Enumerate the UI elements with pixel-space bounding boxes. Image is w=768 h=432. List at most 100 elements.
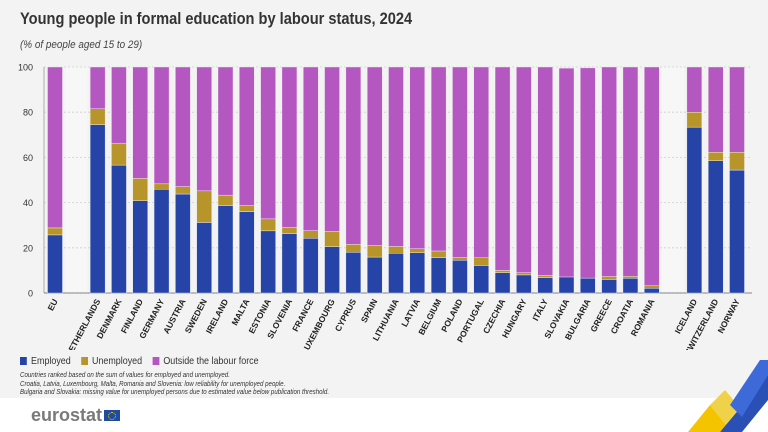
bar-employed: [409, 252, 426, 294]
bar-employed: [580, 277, 596, 294]
bar-outside: [366, 66, 383, 246]
y-tick-label: 80: [23, 108, 33, 118]
footnote: Croatia, Latvia, Luxembourg, Malta, Roma…: [20, 378, 286, 388]
y-tick-label: 40: [23, 198, 33, 208]
bar-unemployed: [473, 257, 489, 266]
bar-employed: [729, 169, 745, 294]
x-tick-label: ITALY: [530, 297, 550, 322]
bar-employed: [89, 124, 106, 294]
bar-outside: [388, 66, 404, 247]
legend-label: Outside the labour force: [163, 355, 259, 367]
x-tick-label: MALTA: [229, 297, 251, 327]
bar-outside: [239, 66, 255, 206]
bar-unemployed: [494, 270, 511, 273]
bar-outside: [175, 66, 191, 187]
chart-title: Young people in formal education by labo…: [20, 9, 413, 28]
bar-employed: [153, 189, 170, 294]
bar-outside: [729, 66, 745, 153]
bar-unemployed: [111, 142, 127, 166]
bar-outside: [537, 66, 553, 276]
legend-label: Unemployed: [91, 355, 143, 367]
bar-outside: [132, 66, 148, 179]
legend: Employed Unemployed Outside the labour f…: [20, 355, 259, 367]
bar-outside: [686, 66, 703, 113]
x-tick-label: SPAIN: [359, 297, 380, 324]
legend-label: Employed: [31, 355, 71, 367]
group-separator: [65, 67, 88, 293]
bar-unemployed: [729, 152, 745, 171]
bar-unemployed: [601, 276, 617, 280]
bar-outside: [281, 66, 298, 228]
bar-employed: [558, 276, 575, 294]
logo-text: eurostat: [31, 405, 103, 425]
bar-unemployed: [345, 244, 362, 253]
y-tick-label: 20: [23, 243, 33, 253]
bar-employed: [260, 230, 276, 294]
unemployed-swatch: [80, 357, 88, 365]
bar-outside: [217, 66, 234, 196]
chart-panel: [0, 0, 768, 398]
bar-unemployed: [239, 205, 255, 212]
bar-employed: [239, 211, 255, 294]
bar-employed: [473, 265, 489, 294]
bar-unemployed: [622, 276, 639, 279]
bar-unemployed: [644, 285, 660, 289]
bar-unemployed: [324, 231, 340, 247]
bar-outside: [601, 66, 617, 277]
employed-swatch: [20, 357, 27, 365]
footnote: Bulgaria and Slovakia: missing value for…: [20, 387, 330, 396]
bar-unemployed: [686, 111, 703, 128]
bar-employed: [452, 260, 468, 294]
bar-outside: [494, 66, 511, 271]
footnote: Countries ranked based on the sum of val…: [20, 370, 230, 379]
bar-unemployed: [707, 152, 724, 161]
y-tick-label: 100: [18, 63, 33, 73]
bar-employed: [707, 160, 724, 294]
bar-employed: [345, 252, 362, 294]
bar-unemployed: [388, 246, 404, 254]
bar-outside: [196, 66, 212, 192]
bar-employed: [175, 193, 191, 294]
bar-outside: [260, 66, 276, 220]
decorative-chevrons: [688, 360, 768, 432]
bar-unemployed: [281, 227, 298, 234]
chart-subtitle: (% of people aged 15 to 29): [20, 39, 143, 51]
bar-employed: [366, 256, 383, 294]
bar-employed: [132, 200, 148, 294]
bar-outside: [324, 66, 340, 232]
eu-flag-icon: [104, 410, 121, 421]
bar-unemployed: [260, 218, 276, 232]
bar-outside: [452, 66, 468, 258]
bar-unemployed: [430, 250, 447, 258]
legend-outside: Outside the labour force: [152, 355, 259, 367]
bar-employed: [537, 277, 553, 294]
bar-unemployed: [366, 245, 383, 258]
legend-unemployed: Unemployed: [80, 355, 143, 367]
bar-employed: [281, 233, 298, 294]
bar-employed: [217, 205, 234, 294]
bar-outside: [89, 66, 106, 110]
bar-unemployed: [89, 108, 106, 125]
bar-unemployed: [217, 194, 234, 206]
x-tick-label: EU: [45, 297, 59, 312]
bar-employed: [196, 222, 212, 294]
bar-outside: [644, 66, 660, 286]
bar-unemployed: [196, 190, 212, 223]
bar-outside: [707, 66, 724, 153]
bar-employed: [324, 246, 340, 294]
bar-unemployed: [303, 230, 319, 239]
y-tick-label: 60: [23, 153, 33, 163]
x-tick-label: LATVIA: [399, 297, 422, 328]
bar-unemployed: [516, 272, 532, 276]
bar-employed: [516, 274, 532, 294]
bar-employed: [686, 126, 703, 294]
bar-outside: [558, 67, 575, 278]
bar-outside: [111, 66, 127, 144]
bar-outside: [303, 66, 319, 231]
bar-outside: [580, 67, 596, 279]
outside-swatch: [152, 357, 160, 365]
bar-outside: [153, 66, 170, 185]
bar-outside: [430, 66, 447, 252]
bar-outside: [473, 66, 489, 258]
